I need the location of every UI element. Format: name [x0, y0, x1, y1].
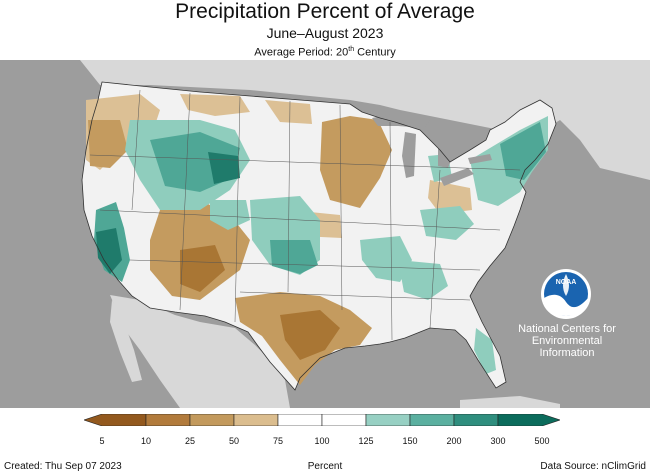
- state-border: [234, 96, 241, 323]
- created-date: Created: Thu Sep 07 2023: [4, 461, 122, 472]
- state-borders: [89, 89, 521, 341]
- north-dakota-dry-region: [265, 100, 312, 124]
- map-title: Precipitation Percent of Average: [175, 0, 475, 23]
- state-border: [429, 169, 441, 329]
- legend-swatch: [189, 414, 235, 426]
- central-texas-dry-region: [280, 310, 340, 360]
- data-source: Data Source: nClimGrid: [540, 461, 646, 472]
- legend-swatch: [409, 414, 455, 426]
- lake-superior: [372, 112, 430, 128]
- legend-tick-label: 150: [402, 436, 418, 446]
- us-outline: [81, 81, 557, 391]
- noaa-logo: NOAA: [540, 268, 592, 320]
- legend-tick-label: 100: [314, 436, 330, 446]
- state-border: [179, 92, 191, 311]
- lake-erie: [440, 168, 474, 186]
- florida-wet-region: [474, 328, 496, 374]
- above-average-regions: [94, 116, 548, 374]
- legend-tick-label: 25: [184, 436, 195, 446]
- great-lakes: [372, 112, 492, 186]
- legend-tick-label: 200: [446, 436, 462, 446]
- average-period-sup: th: [348, 46, 355, 53]
- arizona-dry-region: [180, 245, 225, 292]
- state-border: [89, 154, 521, 171]
- southeast-wet-region: [398, 260, 448, 300]
- color-scale-legend: [84, 414, 560, 426]
- legend-swatch: [453, 414, 499, 426]
- state-border: [339, 104, 343, 311]
- ncei-line-2: Environmental: [531, 335, 603, 347]
- lake-huron: [428, 130, 456, 168]
- precipitation-map: [0, 60, 650, 408]
- ohio-valley-wet-region: [420, 206, 474, 240]
- upper-midwest-dry-region: [320, 116, 392, 208]
- state-border: [129, 259, 481, 271]
- legend-tick-label: 125: [358, 436, 374, 446]
- ncei-name: National Centers for Environmental Infor…: [508, 323, 626, 359]
- average-period-suffix: Century: [354, 46, 396, 59]
- noaa-logo-text: NOAA: [556, 279, 577, 286]
- legend-swatch: [497, 414, 560, 426]
- legend-tick-label: 300: [490, 436, 506, 446]
- legend-tick-label: 5: [99, 436, 105, 446]
- average-period-prefix: Average Period: 20: [254, 46, 349, 59]
- canada-land: [80, 60, 650, 180]
- noaa-logo-icon: NOAA: [541, 269, 591, 319]
- mexico-land: [110, 295, 290, 408]
- legend-swatch: [277, 414, 323, 426]
- legend-tick-label: 75: [272, 436, 283, 446]
- state-border: [131, 89, 141, 211]
- ncei-line-3: Information: [539, 347, 595, 359]
- southern-california-wet-region: [96, 228, 122, 274]
- state-border: [287, 100, 291, 293]
- legend-swatch: [365, 414, 411, 426]
- lake-ontario: [468, 154, 492, 164]
- oklahoma-wet-region: [270, 240, 318, 274]
- legend-swatch: [321, 414, 367, 426]
- legend-swatch: [145, 414, 191, 426]
- legend-tick-label: 50: [228, 436, 239, 446]
- state-border: [239, 291, 471, 301]
- map-subtitle: June–August 2023: [266, 25, 384, 41]
- state-border: [99, 209, 501, 231]
- ncei-line-1: National Centers for: [518, 323, 616, 335]
- baja-land: [110, 300, 142, 382]
- montana-dry-region: [180, 94, 250, 116]
- legend-tick-label: 10: [140, 436, 151, 446]
- new-mexico-wet-region: [210, 200, 250, 230]
- state-border: [389, 121, 393, 341]
- cuba-land: [460, 396, 560, 408]
- legend-swatch: [233, 414, 279, 426]
- legend-tick-label: 500: [534, 436, 550, 446]
- lower-mississippi-wet-region: [360, 236, 412, 282]
- new-england-wet-region: [500, 122, 546, 180]
- average-period: Average Period: 20th Century: [0, 43, 650, 60]
- units-label: Percent: [307, 461, 343, 472]
- legend-swatch: [84, 414, 147, 426]
